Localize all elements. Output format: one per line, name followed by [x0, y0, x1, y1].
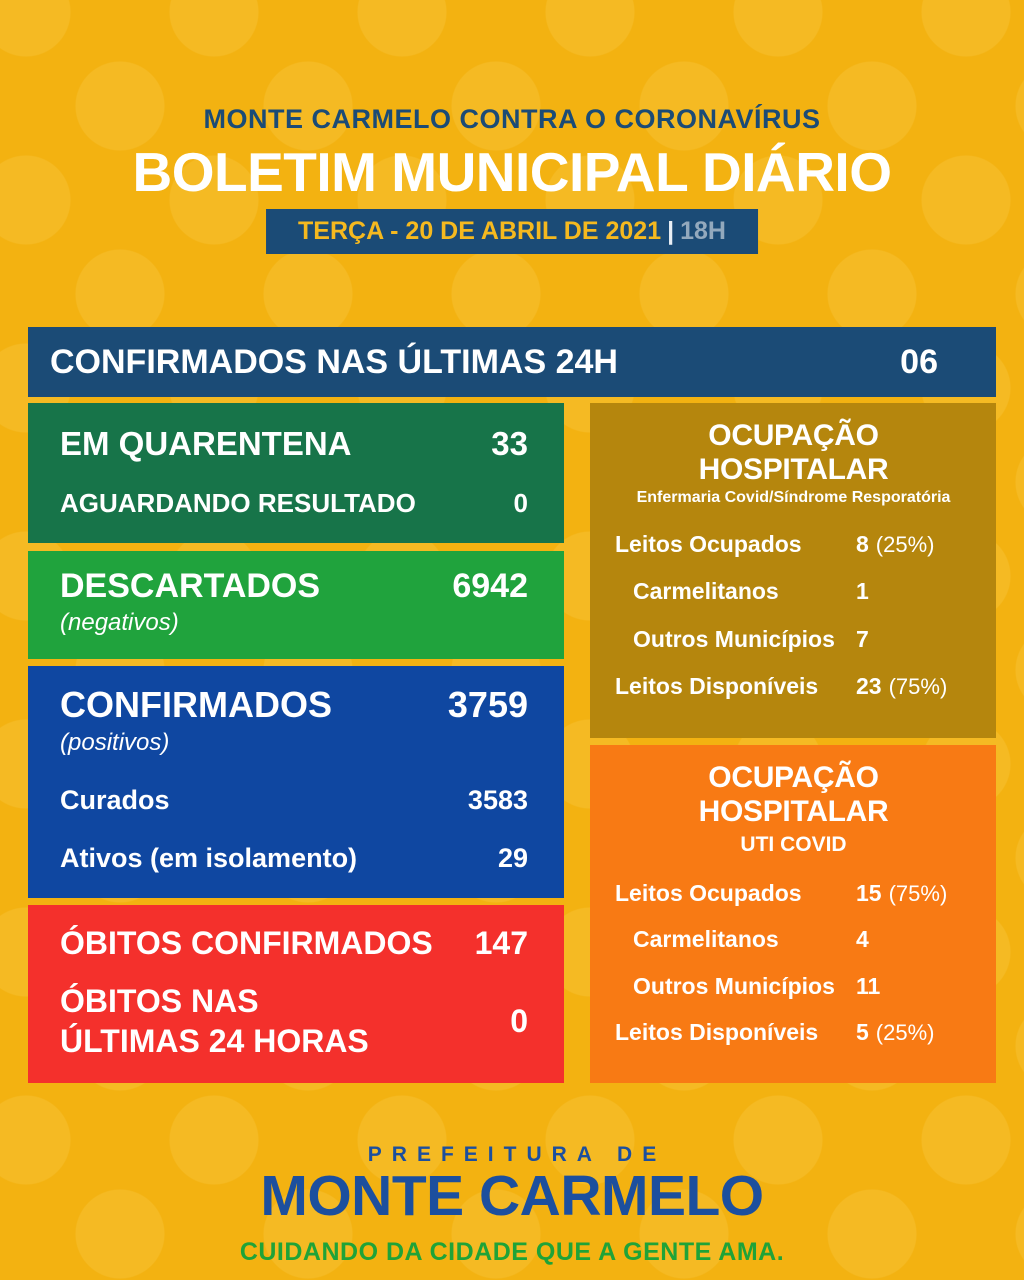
ward-available-pct: (75%) — [888, 673, 948, 699]
icu-available-pct: (25%) — [875, 1019, 935, 1045]
discarded-value: 6942 — [452, 567, 528, 605]
footer-tagline: CUIDANDO DA CIDADE QUE A GENTE AMA. — [239, 1238, 785, 1266]
stat-row-active: Ativos (em isolamento) 29 — [60, 843, 528, 874]
ward-occupied-value: 8 (25%) — [856, 531, 972, 558]
icu-occupied-label: Leitos Ocupados — [615, 880, 802, 907]
icu-locals-label: Carmelitanos — [633, 926, 779, 953]
icu-row-occupied: Leitos Ocupados 15 (75%) — [615, 880, 972, 907]
ward-occupied-label: Leitos Ocupados — [615, 531, 802, 558]
ward-occupied-number: 8 — [856, 531, 869, 558]
header-kicker: MONTE CARMELO CONTRA O CORONAVÍRUS — [203, 104, 821, 134]
icu-subtitle: UTI COVID — [740, 833, 847, 856]
discarded-box: DESCARTADOS 6942 (negativos) — [28, 551, 564, 659]
icu-locals-value: 4 — [856, 926, 972, 953]
ward-row-occupied: Leitos Ocupados 8 (25%) — [615, 531, 972, 558]
active-label: Ativos (em isolamento) — [60, 843, 358, 873]
ward-row-other-cities: Outros Municípios 7 — [615, 626, 972, 653]
stat-row-deaths-24h: ÓBITOS NAS ÚLTIMAS 24 HORAS 0 — [60, 981, 528, 1061]
icu-row-other-cities: Outros Municípios 11 — [615, 973, 972, 1000]
stat-row-cured: Curados 3583 — [60, 785, 528, 816]
confirmed-value: 3759 — [447, 684, 528, 725]
icu-locals-number: 4 — [856, 926, 869, 953]
page-title: BOLETIM MUNICIPAL DIÁRIO — [132, 141, 893, 203]
ward-locals-number: 1 — [856, 578, 869, 605]
date-badge: TERÇA - 20 DE ABRIL DE 2021 | 18H — [266, 209, 758, 254]
icu-occupied-value: 15 (75%) — [856, 880, 972, 907]
awaiting-result-value: 0 — [513, 488, 528, 518]
date-text: TERÇA - 20 DE ABRIL DE 2021 — [298, 217, 662, 245]
icu-available-value: 5 (25%) — [856, 1019, 972, 1046]
confirmed-24h-bar: CONFIRMADOS NAS ÚLTIMAS 24H 06 — [28, 327, 996, 397]
discarded-note: (negativos) — [60, 609, 179, 636]
icu-available-label: Leitos Disponíveis — [615, 1018, 819, 1045]
cured-value: 3583 — [467, 784, 528, 815]
icu-occupied-number: 15 — [856, 880, 882, 907]
confirmed-label: CONFIRMADOS — [60, 684, 332, 725]
ward-rows: Leitos Ocupados 8 (25%) Carmelitanos 1 Ou… — [615, 511, 972, 720]
ward-other-cities-number: 7 — [856, 625, 869, 652]
ward-other-cities-label: Outros Municípios — [633, 625, 835, 652]
deaths-confirmed-value: 147 — [474, 925, 528, 961]
ward-available-value: 23 (75%) — [856, 673, 972, 700]
confirmed-box: CONFIRMADOS 3759 (positivos) Curados 358… — [28, 666, 564, 898]
ward-occupied-pct: (25%) — [875, 532, 935, 558]
cured-label: Curados — [60, 784, 170, 815]
discarded-label: DESCARTADOS — [60, 567, 321, 605]
icu-row-locals: Carmelitanos 4 — [615, 926, 972, 953]
ward-subtitle: Enfermaria Covid/Síndrome Resporatória — [636, 489, 951, 506]
deaths-24h-label: ÓBITOS NAS ÚLTIMAS 24 HORAS — [60, 983, 369, 1059]
quarantine-label: EM QUARENTENA — [60, 425, 352, 462]
icu-other-cities-number: 11 — [856, 972, 881, 999]
deaths-confirmed-label: ÓBITOS CONFIRMADOS — [60, 925, 433, 961]
icu-other-cities-label: Outros Municípios — [633, 972, 835, 999]
quarantine-value: 33 — [491, 425, 528, 462]
ward-title: OCUPAÇÃO HOSPITALAR — [698, 419, 889, 486]
icu-title: OCUPAÇÃO HOSPITALAR — [698, 761, 889, 828]
icu-rows: Leitos Ocupados 15 (75%) Carmelitanos 4 O… — [615, 861, 972, 1065]
active-value: 29 — [497, 843, 528, 873]
ward-other-cities-value: 7 — [856, 626, 972, 653]
footer-kicker: PREFEITURA DE — [367, 1143, 667, 1166]
deaths-24h-value: 0 — [510, 1002, 528, 1039]
date-separator: | — [667, 217, 675, 245]
icu-available-number: 5 — [856, 1018, 869, 1045]
icu-occupied-pct: (75%) — [888, 881, 948, 907]
ward-locals-label: Carmelitanos — [633, 578, 779, 605]
icu-row-available: Leitos Disponíveis 5 (25%) — [615, 1019, 972, 1046]
ward-available-label: Leitos Disponíveis — [615, 672, 819, 699]
confirmed-note: (positivos) — [60, 729, 170, 756]
stat-row-discarded: DESCARTADOS 6942 — [60, 567, 528, 606]
ward-occupancy-box: OCUPAÇÃO HOSPITALAR Enfermaria Covid/Sín… — [590, 403, 996, 738]
confirmed-24h-label: CONFIRMADOS NAS ÚLTIMAS 24H — [50, 342, 618, 381]
icu-other-cities-value: 11 — [856, 973, 972, 1000]
time-text: 18H — [680, 217, 726, 245]
ward-locals-value: 1 — [856, 578, 972, 605]
stat-row-quarantine: EM QUARENTENA 33 — [60, 425, 528, 463]
quarantine-box: EM QUARENTENA 33 AGUARDANDO RESULTADO 0 — [28, 403, 564, 543]
ward-row-available: Leitos Disponíveis 23 (75%) — [615, 673, 972, 700]
stat-row-deaths-confirmed: ÓBITOS CONFIRMADOS 147 — [60, 925, 528, 962]
city-logo-text: MONTE CARMELO — [260, 1164, 764, 1228]
deaths-box: ÓBITOS CONFIRMADOS 147 ÓBITOS NAS ÚLTIMA… — [28, 905, 564, 1083]
icu-occupancy-box: OCUPAÇÃO HOSPITALAR UTI COVID Leitos Ocu… — [590, 745, 996, 1083]
stat-row-confirmed: CONFIRMADOS 3759 — [60, 684, 528, 726]
stat-row-awaiting-result: AGUARDANDO RESULTADO 0 — [60, 488, 528, 519]
confirmed-24h-value: 06 — [900, 342, 938, 381]
ward-row-locals: Carmelitanos 1 — [615, 578, 972, 605]
awaiting-result-label: AGUARDANDO RESULTADO — [60, 488, 416, 518]
ward-available-number: 23 — [856, 672, 882, 699]
